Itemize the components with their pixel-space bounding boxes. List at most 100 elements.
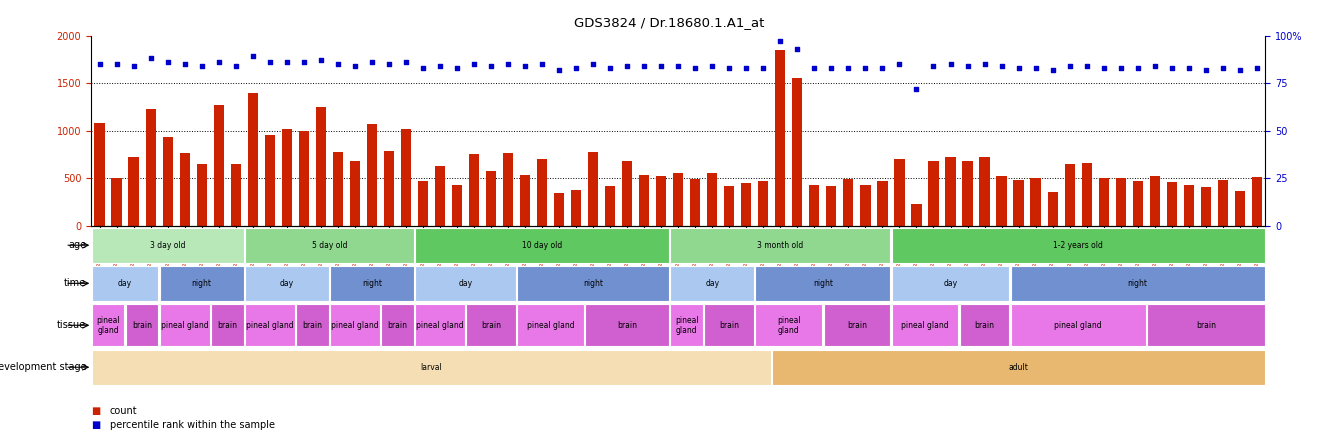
Bar xyxy=(554,193,564,226)
FancyBboxPatch shape xyxy=(466,304,516,346)
Bar xyxy=(179,153,190,226)
Bar xyxy=(707,173,718,226)
FancyBboxPatch shape xyxy=(517,266,670,301)
FancyBboxPatch shape xyxy=(773,350,1264,385)
FancyBboxPatch shape xyxy=(585,304,670,346)
Point xyxy=(838,64,860,71)
Bar xyxy=(758,181,769,226)
Bar xyxy=(809,185,819,226)
Point xyxy=(344,63,366,70)
FancyBboxPatch shape xyxy=(892,266,1010,301)
Text: night: night xyxy=(362,279,382,288)
Text: pineal
gland: pineal gland xyxy=(96,316,121,335)
Text: pineal gland: pineal gland xyxy=(331,321,379,330)
Bar xyxy=(316,107,325,226)
Bar xyxy=(332,152,343,226)
Bar xyxy=(570,190,581,226)
Bar xyxy=(451,185,462,226)
Point xyxy=(940,60,961,67)
Text: brain: brain xyxy=(387,321,407,330)
Bar xyxy=(486,171,497,226)
FancyBboxPatch shape xyxy=(517,304,584,346)
Point xyxy=(88,60,110,67)
Text: development stage: development stage xyxy=(0,362,86,372)
Bar xyxy=(1065,164,1075,226)
Text: brain: brain xyxy=(617,321,637,330)
Point xyxy=(327,60,348,67)
FancyBboxPatch shape xyxy=(823,304,890,346)
Point xyxy=(1247,64,1268,71)
Point xyxy=(905,85,927,92)
Text: 10 day old: 10 day old xyxy=(522,241,562,250)
Bar xyxy=(129,157,139,226)
Bar xyxy=(1235,191,1245,226)
Point xyxy=(514,63,536,70)
Text: brain: brain xyxy=(1196,321,1216,330)
Bar xyxy=(230,164,241,226)
Bar xyxy=(724,186,734,226)
Bar xyxy=(265,135,274,226)
Point xyxy=(378,60,399,67)
Point xyxy=(786,45,807,52)
Bar xyxy=(214,105,224,226)
Point xyxy=(497,60,518,67)
FancyBboxPatch shape xyxy=(755,266,890,301)
Point xyxy=(973,60,995,67)
FancyBboxPatch shape xyxy=(415,304,465,346)
Bar xyxy=(1252,177,1261,226)
FancyBboxPatch shape xyxy=(92,228,244,263)
Point xyxy=(225,63,246,70)
Bar xyxy=(605,186,615,226)
Text: larval: larval xyxy=(420,363,442,372)
Bar xyxy=(877,181,888,226)
Point xyxy=(1059,63,1081,70)
Point xyxy=(582,60,604,67)
Text: brain: brain xyxy=(719,321,739,330)
Point xyxy=(889,60,911,67)
FancyBboxPatch shape xyxy=(1148,304,1264,346)
Bar xyxy=(418,181,428,226)
Point xyxy=(139,55,161,62)
Text: pineal gland: pineal gland xyxy=(161,321,209,330)
Point xyxy=(1161,64,1182,71)
Point xyxy=(208,59,229,66)
Bar xyxy=(400,129,411,226)
Point xyxy=(1178,64,1200,71)
Point xyxy=(362,59,383,66)
Text: 3 month old: 3 month old xyxy=(757,241,803,250)
Bar xyxy=(996,176,1007,226)
FancyBboxPatch shape xyxy=(1011,304,1146,346)
FancyBboxPatch shape xyxy=(92,304,125,346)
Point xyxy=(106,60,127,67)
Bar xyxy=(1166,182,1177,226)
Point xyxy=(923,63,944,70)
Bar xyxy=(690,179,700,226)
Bar xyxy=(1098,178,1109,226)
FancyBboxPatch shape xyxy=(245,228,414,263)
Point xyxy=(957,63,979,70)
Text: age: age xyxy=(68,240,86,250)
Text: pineal
gland: pineal gland xyxy=(675,316,699,335)
Point xyxy=(412,64,434,71)
Bar xyxy=(963,161,972,226)
Text: brain: brain xyxy=(217,321,237,330)
FancyBboxPatch shape xyxy=(892,304,959,346)
Text: pineal gland: pineal gland xyxy=(416,321,463,330)
Point xyxy=(446,64,467,71)
Text: 3 day old: 3 day old xyxy=(150,241,185,250)
Bar xyxy=(299,131,309,226)
Text: night: night xyxy=(1127,279,1148,288)
Point xyxy=(872,64,893,71)
FancyBboxPatch shape xyxy=(671,304,703,346)
Point xyxy=(395,59,416,66)
Text: 5 day old: 5 day old xyxy=(312,241,347,250)
Text: brain: brain xyxy=(133,321,153,330)
Bar xyxy=(162,137,173,226)
Text: night: night xyxy=(582,279,603,288)
Point xyxy=(668,63,690,70)
FancyBboxPatch shape xyxy=(245,266,328,301)
FancyBboxPatch shape xyxy=(671,228,890,263)
Point xyxy=(616,63,637,70)
Point xyxy=(803,64,825,71)
Bar xyxy=(844,179,853,226)
